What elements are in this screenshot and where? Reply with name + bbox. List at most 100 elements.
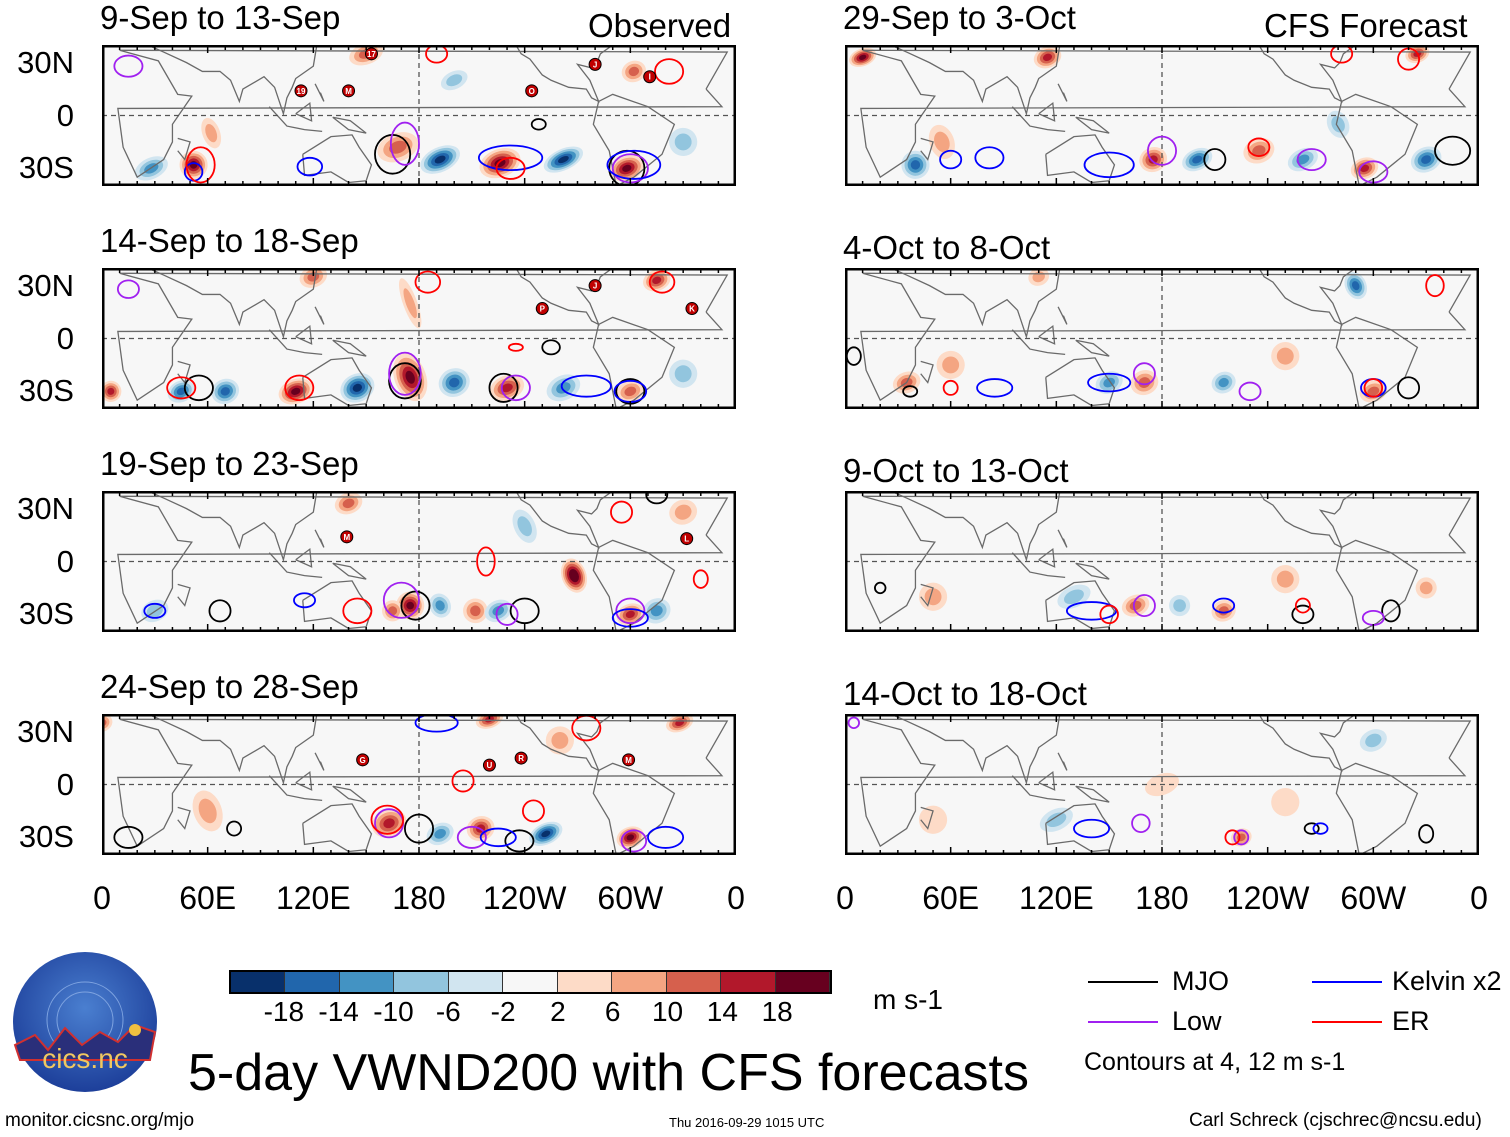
- coastline: [314, 529, 325, 548]
- storm-marker: O: [525, 84, 539, 98]
- colorbar-swatch: [394, 972, 449, 992]
- coastline: [1258, 714, 1357, 772]
- colorbar-label: 10: [651, 996, 684, 1027]
- contour-mjo: [113, 825, 144, 849]
- contour-mjo: [1303, 822, 1320, 835]
- coastline: [314, 306, 325, 325]
- contour-mjo: [645, 491, 669, 505]
- legend-line-low: [1088, 1021, 1158, 1023]
- anomaly-blob: [220, 387, 230, 396]
- y-tick-label: 0: [56, 320, 74, 356]
- coastline: [1045, 803, 1116, 853]
- anomaly-blob: [435, 600, 445, 611]
- anomaly-blob: [1173, 599, 1186, 612]
- coastline: [1057, 306, 1068, 325]
- storm-label: M: [345, 87, 352, 96]
- contour-er: [1247, 137, 1271, 157]
- anomaly-blob: [1138, 377, 1151, 388]
- contour-mjo: [400, 590, 431, 621]
- contour-kelvin: [560, 374, 612, 398]
- colorbar-label: -2: [490, 996, 516, 1027]
- anomaly-blob: [517, 516, 532, 537]
- anomaly-blob: [1148, 155, 1158, 164]
- y-tick-label: 30S: [18, 819, 74, 855]
- colorbar-swatch: [448, 972, 504, 992]
- storm-marker: M: [342, 84, 356, 98]
- contour-low: [389, 121, 420, 166]
- x-tick-label: 60E: [922, 880, 980, 916]
- anomaly-blob: [1218, 377, 1229, 388]
- contour-kelvin: [1065, 601, 1118, 621]
- storm-marker: 17: [364, 47, 378, 61]
- map-panel-6: [845, 268, 1479, 409]
- anomaly-blob: [652, 276, 662, 285]
- contour-mjo: [509, 597, 540, 625]
- anomaly-blob: [1419, 581, 1433, 595]
- coastline: [268, 329, 323, 356]
- contour-kelvin: [976, 378, 1014, 398]
- storm-label: M: [343, 533, 350, 542]
- coastline: [890, 714, 1061, 786]
- storm-label: J: [593, 60, 597, 69]
- storm-marker: J: [588, 57, 602, 71]
- coastline: [314, 83, 325, 102]
- footer-url[interactable]: monitor.cicsnc.org/mjo: [5, 1110, 195, 1131]
- contour-kelvin: [1083, 151, 1135, 179]
- anomaly-blob: [551, 731, 569, 749]
- storm-marker: M: [340, 530, 354, 544]
- y-tick-label: 0: [56, 543, 74, 579]
- panel-title: 9-Oct to 13-Oct: [843, 452, 1069, 489]
- legend-label-low: Low: [1172, 1006, 1222, 1036]
- contour-low: [620, 829, 648, 853]
- coastline: [1057, 752, 1068, 771]
- anomaly-blob: [1271, 788, 1300, 817]
- storm-marker: U: [482, 758, 496, 772]
- contour-low: [495, 602, 519, 626]
- anomaly-blob: [383, 818, 395, 829]
- coastline: [1258, 268, 1357, 326]
- contour-low: [500, 374, 531, 402]
- panel-title: 9-Sep to 13-Sep: [100, 0, 341, 36]
- colorbar-label: -6: [435, 996, 461, 1027]
- coastline: [117, 495, 729, 625]
- coastline: [1045, 580, 1116, 630]
- anomaly-blob: [1046, 812, 1067, 828]
- contour-er: [476, 546, 496, 577]
- contour-mjo: [1381, 599, 1401, 623]
- coastline: [1038, 547, 1056, 568]
- contour-kelvin: [1212, 597, 1236, 614]
- coastline: [890, 45, 1061, 117]
- x-tick-label: 0: [836, 880, 854, 916]
- coastline: [1011, 552, 1066, 579]
- x-tick-label: 180: [392, 880, 446, 916]
- x-tick-label: 60W: [1340, 880, 1407, 916]
- coastline: [515, 714, 614, 772]
- storm-label: R: [518, 754, 524, 763]
- x-tick-label: 120E: [1018, 880, 1094, 916]
- contour-er: [692, 569, 709, 589]
- colorbar-label: -14: [318, 996, 359, 1027]
- coastline: [295, 324, 313, 345]
- coastline: [860, 49, 1472, 179]
- contour-low: [1132, 362, 1156, 386]
- anomaly-blob: [176, 387, 186, 396]
- legend-label-er: ER: [1392, 1006, 1430, 1036]
- contour-note: Contours at 4, 12 m s-1: [1084, 1048, 1346, 1076]
- contour-kelvin: [414, 714, 459, 733]
- anomaly-blob: [205, 124, 218, 143]
- colorbar-label: 6: [604, 996, 621, 1027]
- x-tick-label: 120W: [1225, 880, 1310, 916]
- footer-timestamp: Thu 2016-09-29 1015 UTC: [669, 1115, 825, 1130]
- contour-low: [1132, 594, 1156, 618]
- contour-er: [942, 379, 959, 396]
- coastline: [1258, 45, 1357, 103]
- contour-low: [1131, 813, 1151, 833]
- contour-kelvin: [1087, 372, 1132, 393]
- coastline: [1038, 770, 1056, 791]
- contour-mjo: [404, 813, 434, 844]
- contour-mjo: [541, 339, 561, 356]
- coastline: [890, 268, 1061, 340]
- contour-kelvin: [606, 149, 662, 180]
- storm-marker: K: [685, 302, 699, 316]
- x-tick-label: 0: [93, 880, 111, 916]
